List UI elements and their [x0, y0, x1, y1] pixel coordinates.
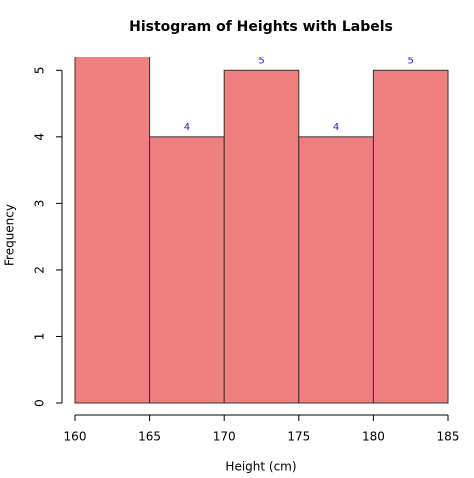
- bar: [149, 136, 225, 404]
- x-tick-label: 180: [362, 430, 385, 444]
- y-tick-label: 1: [33, 333, 47, 341]
- data-label: 4: [184, 122, 190, 133]
- x-tick-label: 175: [287, 430, 310, 444]
- x-axis-label: Height (cm): [225, 460, 296, 474]
- x-tick-label: 160: [64, 430, 87, 444]
- x-tick-label: 170: [213, 430, 236, 444]
- data-label: 5: [258, 55, 264, 66]
- y-tick-label: 5: [33, 66, 47, 74]
- x-tick-label: 165: [138, 430, 161, 444]
- chart-title: Histogram of Heights with Labels: [129, 19, 393, 35]
- bar: [372, 69, 449, 404]
- y-axis-label: Frequency: [3, 204, 17, 266]
- data-label: 4: [333, 122, 339, 133]
- bar: [223, 69, 300, 404]
- plot-area: 64545: [74, 55, 449, 404]
- y-tick-label: 3: [33, 200, 47, 208]
- data-label: 5: [408, 55, 414, 66]
- y-tick-label: 2: [33, 266, 47, 274]
- bar: [298, 136, 374, 404]
- y-tick-label: 0: [33, 399, 47, 407]
- y-tick-label: 4: [33, 133, 47, 141]
- x-tick-label: 185: [437, 430, 460, 444]
- bar: [74, 57, 151, 404]
